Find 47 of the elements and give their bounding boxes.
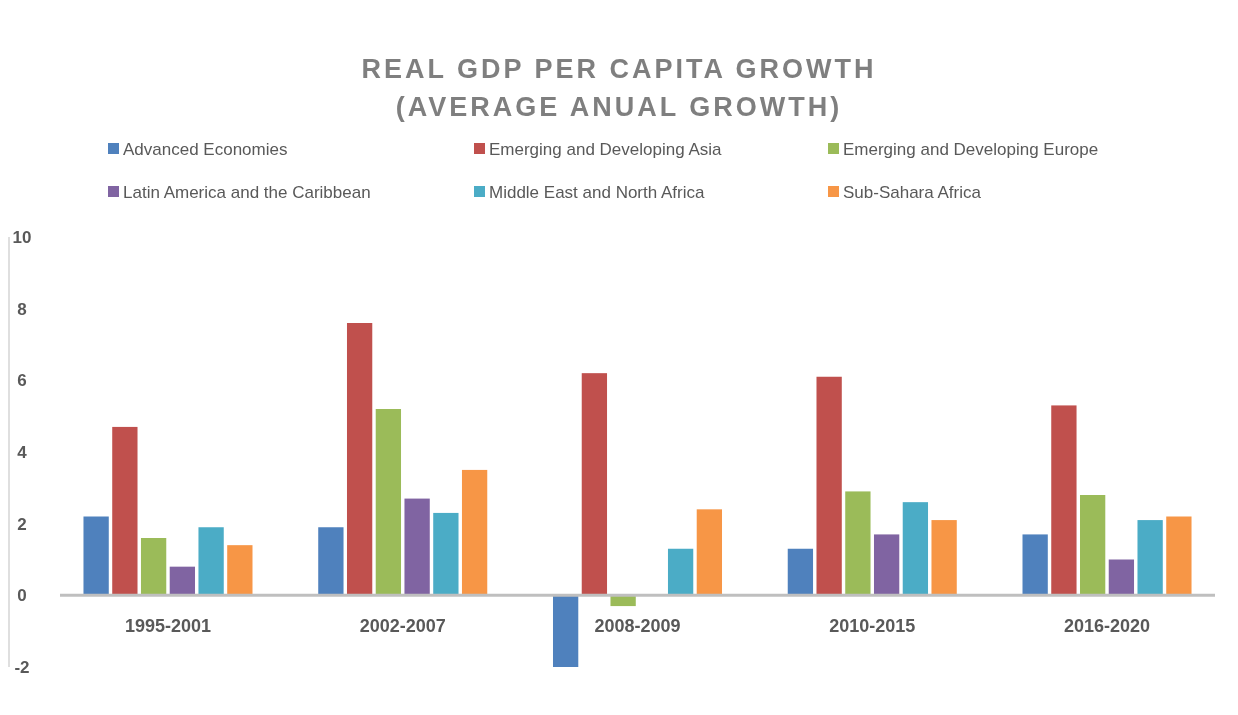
legend-label: Latin America and the Caribbean [123, 183, 371, 202]
x-tick-label: 2010-2015 [829, 616, 916, 637]
legend-label: Emerging and Developing Europe [843, 140, 1099, 159]
y-tick-label: 8 [17, 299, 27, 319]
y-tick-label: 0 [17, 586, 27, 606]
x-tick-label: 2016-2020 [1063, 616, 1151, 637]
bar [346, 323, 373, 596]
x-tick-label: 2002-2007 [359, 616, 446, 637]
bar [873, 534, 900, 596]
legend-label: Advanced Economies [123, 140, 288, 159]
bar [404, 498, 430, 596]
bar [227, 545, 253, 596]
bar [552, 595, 579, 667]
bar [581, 373, 608, 596]
legend-label: Middle East and North Africa [489, 183, 705, 202]
x-tick-label: 1995-2001 [124, 616, 212, 637]
bar [461, 469, 488, 596]
bar [1051, 405, 1077, 596]
y-tick-label: 2 [17, 514, 27, 534]
bar [1137, 520, 1163, 596]
chart-title: REAL GDP PER CAPITA GROWTH (AVERAGE ANUAL GROWTH) [361, 54, 877, 122]
bar [112, 426, 138, 596]
bar [1022, 534, 1048, 596]
bar [902, 502, 929, 596]
bar [1166, 516, 1192, 596]
bar [169, 566, 196, 596]
bar [931, 520, 957, 596]
bar [667, 548, 694, 596]
y-tick-label: -2 [14, 658, 30, 677]
bar [1079, 495, 1106, 596]
bar [845, 491, 871, 596]
y-tick-label: 4 [17, 443, 28, 462]
y-tick-label: 10 [12, 228, 32, 247]
bar [696, 509, 723, 596]
legend-label: Emerging and Developing Asia [489, 140, 723, 159]
legend-label: Sub-Sahara Africa [843, 183, 982, 202]
bar [1108, 559, 1135, 596]
bar [140, 538, 167, 596]
bar [816, 376, 842, 596]
bar [318, 527, 344, 596]
bar [83, 516, 109, 596]
y-tick-label: 6 [17, 371, 27, 391]
bar [198, 527, 224, 596]
bar [787, 548, 814, 596]
bar [433, 512, 459, 596]
x-tick-label: 2008-2009 [594, 616, 681, 637]
bar [375, 409, 402, 596]
